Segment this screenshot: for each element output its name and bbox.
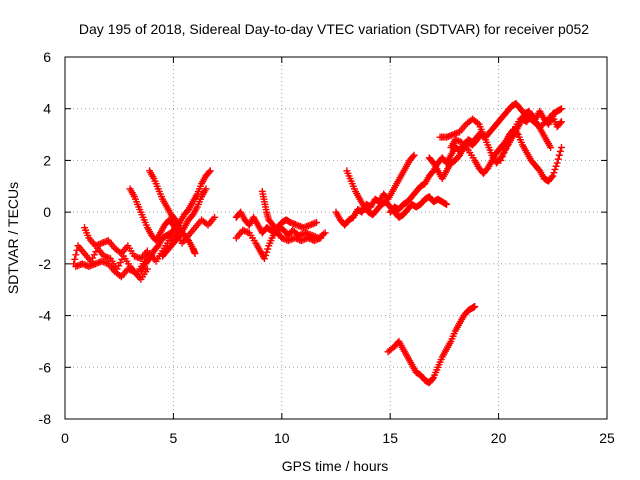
- data-point: [312, 218, 320, 226]
- plot-frame: [64, 56, 608, 420]
- series-track-r: [384, 303, 479, 387]
- data-point: [552, 162, 560, 170]
- data-point: [71, 255, 79, 263]
- data-point: [320, 230, 328, 238]
- data-point: [143, 247, 151, 255]
- data-point: [541, 119, 549, 127]
- data-point: [550, 169, 558, 177]
- x-tick-labels: 0 5 10 15 20 25: [61, 430, 615, 446]
- x-tick-label: 15: [382, 430, 398, 446]
- data-point: [321, 229, 329, 237]
- series-track-d: [126, 185, 182, 245]
- data-point: [502, 145, 510, 153]
- data-point: [557, 118, 565, 126]
- series-track-b: [72, 257, 151, 283]
- y-tick-label: -4: [39, 308, 52, 324]
- data-point: [264, 245, 272, 253]
- data-point: [557, 105, 565, 113]
- data-point: [137, 268, 145, 276]
- data-point: [555, 151, 563, 159]
- data-point: [263, 248, 271, 256]
- data-point: [443, 200, 451, 208]
- y-tick-label: -6: [39, 359, 52, 375]
- data-point: [89, 254, 97, 262]
- data-point: [507, 133, 515, 141]
- x-tick-label: 5: [170, 430, 178, 446]
- x-tick-label: 10: [274, 430, 290, 446]
- x-axis-label: GPS time / hours: [282, 458, 389, 474]
- data-point: [159, 252, 167, 260]
- data-point: [409, 153, 417, 161]
- chart-title: Day 195 of 2018, Sidereal Day-to-day VTE…: [79, 21, 589, 37]
- y-tick-label: 4: [43, 101, 51, 117]
- x-tick-label: 20: [491, 430, 507, 446]
- data-series: [70, 100, 565, 387]
- series-track-j: [258, 187, 325, 245]
- data-point: [548, 173, 556, 181]
- data-point: [428, 375, 436, 383]
- data-point: [556, 119, 564, 127]
- data-point: [72, 251, 80, 259]
- y-tick-labels: -8 -6 -4 -2 0 2 4 6: [39, 49, 52, 427]
- data-point: [410, 151, 418, 159]
- y-tick-label: -2: [39, 256, 52, 272]
- series-track-c: [81, 224, 151, 263]
- data-point: [556, 147, 564, 155]
- data-point: [497, 156, 505, 164]
- data-point: [557, 144, 565, 151]
- y-tick-label: 2: [43, 152, 51, 168]
- data-point: [500, 149, 508, 157]
- data-point: [115, 262, 123, 270]
- series-track-f: [137, 167, 214, 276]
- series-track-l: [343, 167, 451, 221]
- data-point: [503, 141, 511, 149]
- series-track-k: [332, 151, 418, 229]
- y-axis-label: SDTVAR / TECUs: [5, 182, 21, 294]
- x-tick-label: 25: [599, 430, 615, 446]
- data-point: [554, 155, 562, 163]
- data-point: [508, 129, 516, 137]
- data-point: [116, 259, 124, 267]
- data-point: [211, 213, 219, 221]
- series-track-g: [159, 185, 210, 260]
- data-point: [262, 251, 270, 259]
- data-point: [553, 159, 561, 167]
- y-tick-label: 0: [43, 204, 51, 220]
- data-point: [505, 137, 513, 145]
- data-point: [471, 303, 479, 311]
- data-point: [317, 234, 325, 242]
- data-point: [260, 255, 268, 263]
- y-tick-label: -8: [39, 411, 52, 427]
- series-track-q: [497, 105, 565, 164]
- data-point: [90, 251, 98, 259]
- data-point: [551, 165, 559, 173]
- x-tick-label: 0: [61, 430, 69, 446]
- data-point: [160, 251, 168, 259]
- series-track-p: [447, 125, 565, 185]
- data-point: [549, 172, 557, 180]
- y-tick-label: 6: [43, 49, 51, 65]
- data-point: [473, 119, 481, 127]
- data-point: [498, 153, 506, 161]
- data-point: [547, 144, 555, 151]
- data-point: [191, 250, 199, 258]
